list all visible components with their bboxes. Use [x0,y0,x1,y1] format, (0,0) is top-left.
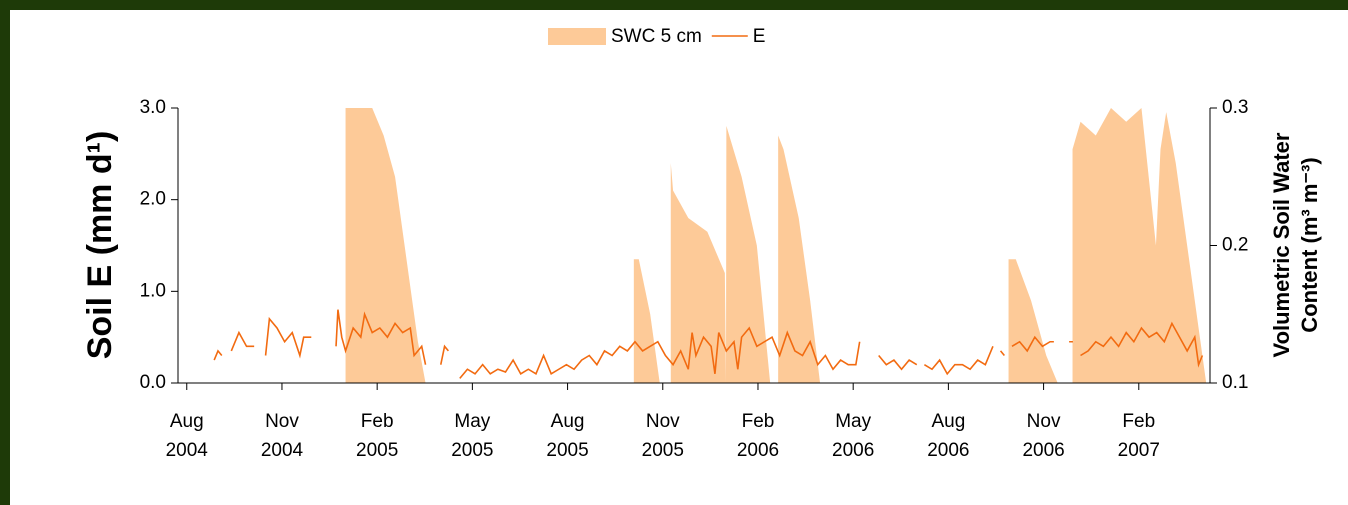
x-tick-label: Nov 2006 [1022,411,1064,461]
y-axis-label: Soil E (mm d¹) [81,131,119,360]
x-tick-label: Feb 2005 [356,411,398,461]
x-tick-label: Aug 2005 [546,411,588,461]
swc-area [670,125,771,383]
y2-tick-label: 0.3 [1222,97,1248,118]
swc-area [1008,259,1058,383]
frame-top [0,0,1348,10]
x-tick-label: May 2005 [451,411,493,461]
swc-area [345,108,426,383]
y-tick-label: 0.0 [140,372,166,393]
swc-area [633,259,660,383]
legend-swatch [548,28,606,45]
frame-left [0,0,10,505]
x-tick-label: May 2006 [832,411,874,461]
y2-tick-label: 0.1 [1222,372,1248,393]
legend-label: E [753,26,766,47]
e-line [213,309,1204,379]
x-tick-label: Nov 2005 [642,411,684,461]
y-tick-label: 1.0 [140,280,166,301]
y-tick-label: 2.0 [140,189,166,210]
y-tick-label: 3.0 [140,97,166,118]
y2-axis-label: Content (m³ m⁻³) [1297,157,1322,332]
plot-area [213,108,1207,383]
y2-tick-label: 0.2 [1222,235,1248,256]
legend-label: SWC 5 cm [611,26,702,47]
x-tick-label: Feb 2007 [1118,411,1160,461]
x-tick-label: Aug 2004 [166,411,209,461]
x-tick-label: Feb 2006 [737,411,779,461]
x-tick-label: Aug 2006 [927,411,969,461]
swc-area [778,135,821,383]
x-tick-label: Nov 2004 [261,411,304,461]
swc-area [1072,108,1207,383]
y2-axis-label: Volumetric Soil Water [1269,132,1294,357]
